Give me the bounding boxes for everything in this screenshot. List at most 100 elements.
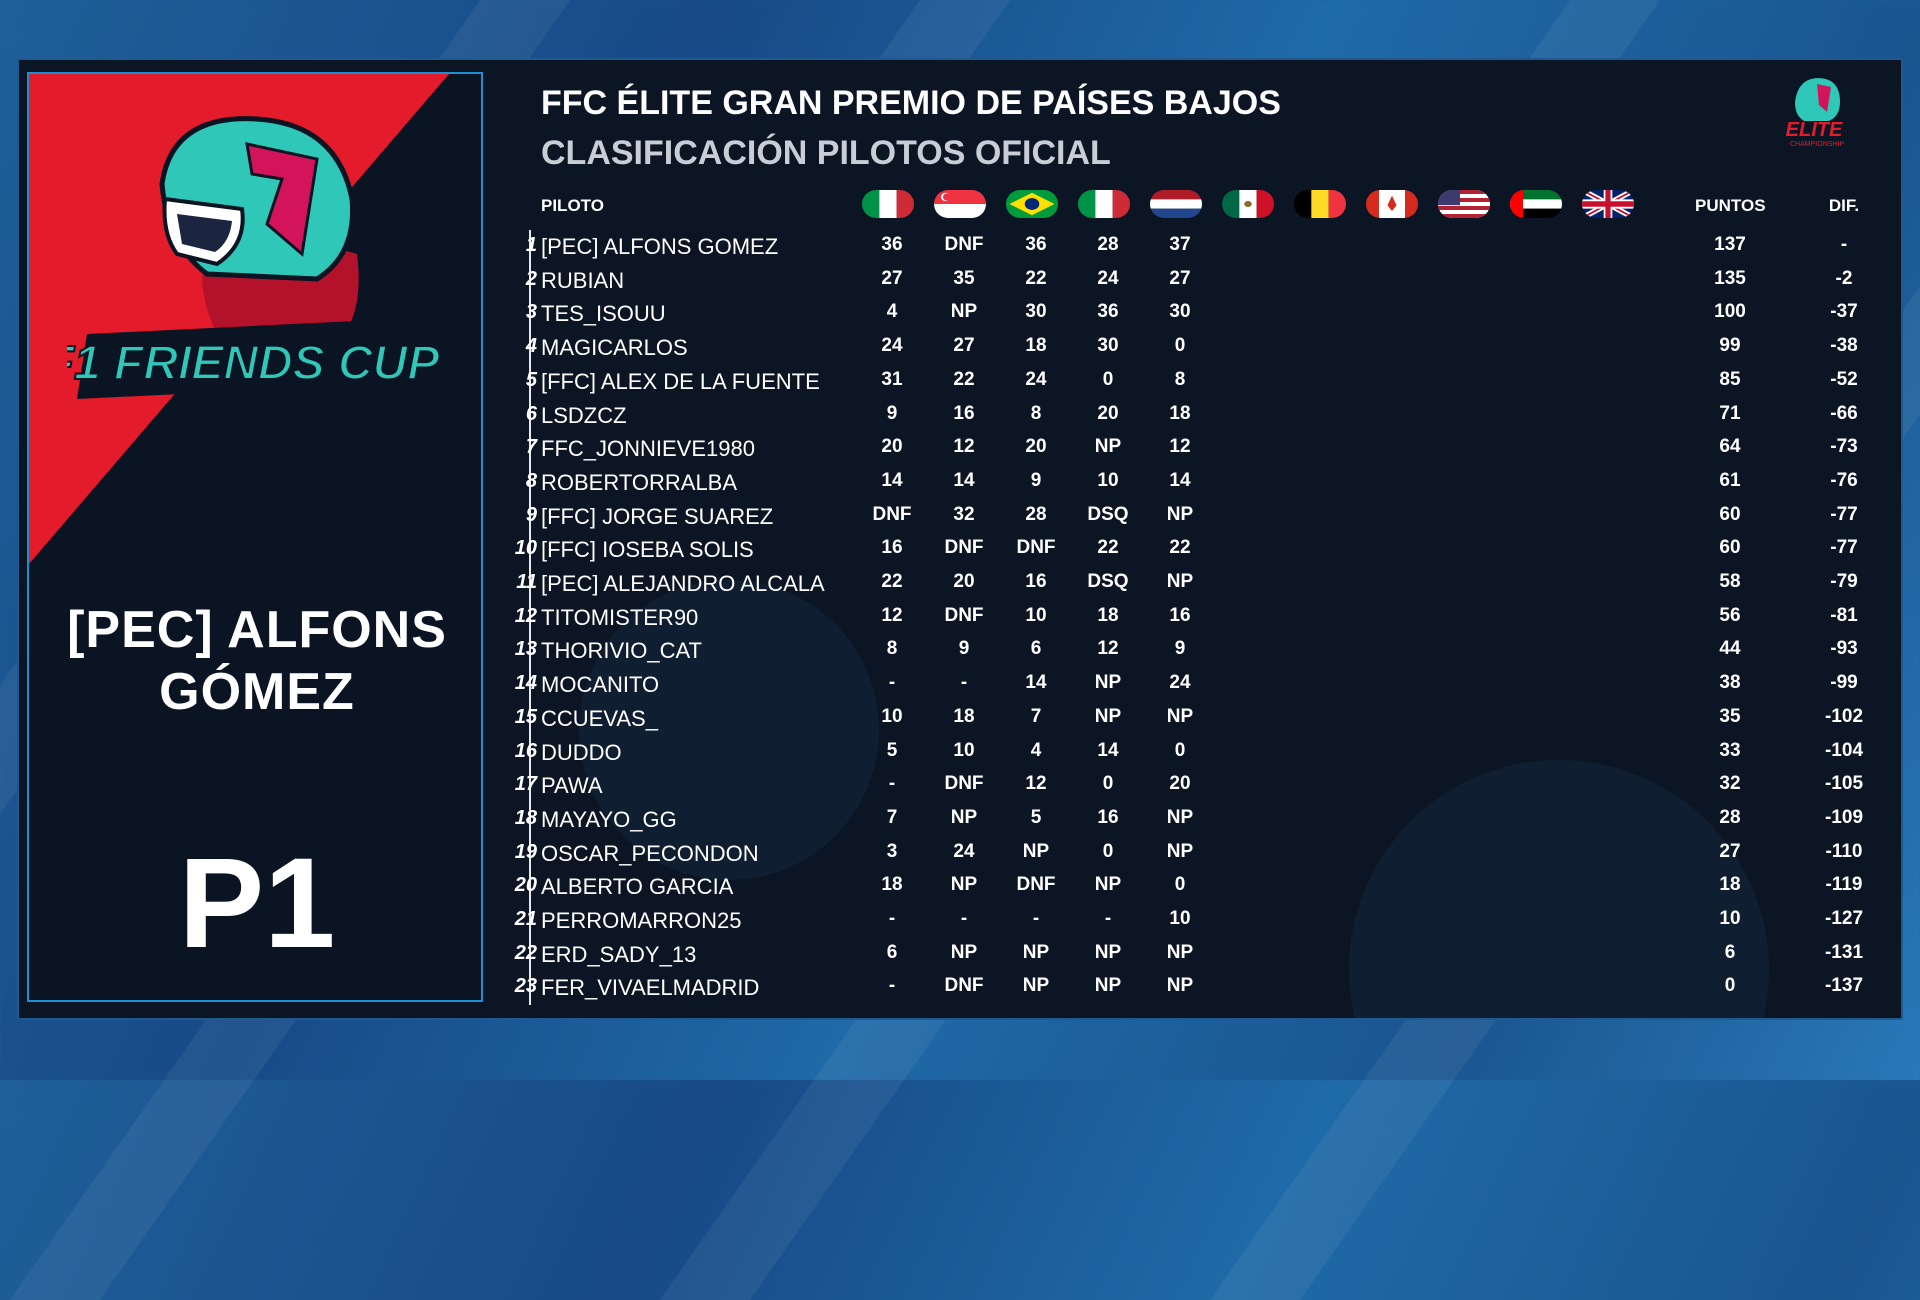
column-header-driver: PILOTO <box>541 196 604 215</box>
race-result: 9 <box>886 402 898 424</box>
race-result: NP <box>1094 975 1122 997</box>
position-number: 21 <box>514 908 537 930</box>
race-result: DNF <box>872 503 912 525</box>
diff-value: -73 <box>1830 436 1858 458</box>
race-result: NP <box>1166 941 1194 963</box>
diff-value: -93 <box>1830 638 1858 660</box>
table-row: 19 OSCAR_PECONDON 3 24 NP 0 NP 27 -110 <box>19 837 1901 871</box>
diff-value: -79 <box>1830 571 1858 592</box>
usa-flag <box>1438 190 1490 218</box>
points-value: 27 <box>1719 840 1741 862</box>
table-row: 20 ALBERTO GARCIA 18 NP DNF NP 0 18 -119 <box>19 870 1901 904</box>
driver-name: MAYAYO_GG <box>541 806 677 832</box>
diff-value: -99 <box>1830 672 1858 694</box>
race-result: 36 <box>1097 301 1119 323</box>
driver-name: THORIVIO_CAT <box>541 638 702 664</box>
race-result: 24 <box>1025 368 1047 390</box>
race-result: NP <box>1166 806 1194 828</box>
race-result: - <box>960 908 968 929</box>
race-result: 8 <box>1174 368 1186 390</box>
diff-value: - <box>1840 234 1848 255</box>
race-result: 10 <box>1169 908 1191 929</box>
featured-driver-name: [PEC] ALFONS GÓMEZ <box>67 601 447 721</box>
race-result: 14 <box>1097 739 1119 761</box>
points-value: 85 <box>1719 368 1741 390</box>
driver-name: [FFC] JORGE SUAREZ <box>541 503 774 529</box>
race-result: 27 <box>953 335 975 357</box>
race-result: 12 <box>953 436 975 458</box>
position-number: 12 <box>514 604 537 627</box>
position-number: 4 <box>525 335 537 358</box>
position-number: 10 <box>514 537 537 560</box>
race-result: - <box>1104 908 1112 929</box>
race-result: 18 <box>1025 335 1047 357</box>
driver-name: MOCANITO <box>541 672 660 698</box>
driver-name: ALBERTO GARCIA <box>541 874 734 900</box>
race-result: 18 <box>1097 604 1119 626</box>
race-result: NP <box>950 301 978 323</box>
race-result: NP <box>1094 436 1122 458</box>
race-result: 9 <box>958 638 970 660</box>
race-result: 35 <box>953 267 975 289</box>
race-result: DNF <box>944 975 984 997</box>
diff-value: -127 <box>1824 908 1864 929</box>
italy-flag <box>862 190 914 218</box>
race-result: 20 <box>881 436 903 458</box>
elite-championship-logo: ELITE CHAMPIONSHIP <box>1759 72 1869 152</box>
points-value: 100 <box>1714 301 1746 323</box>
diff-value: -131 <box>1824 941 1864 963</box>
driver-name: PAWA <box>541 773 603 799</box>
f1-friends-cup-logo: F1 FRIENDS CUP <box>44 104 457 424</box>
race-result: - <box>888 908 896 929</box>
race-result: - <box>888 672 896 694</box>
diff-value: -102 <box>1824 705 1864 727</box>
race-result: 27 <box>881 267 903 289</box>
position-number: 6 <box>525 402 537 425</box>
table-row: 1 [PEC] ALFONS GOMEZ 36 DNF 36 28 37 137 - <box>19 230 1901 264</box>
diff-value: -77 <box>1830 537 1858 559</box>
race-result: 4 <box>1030 739 1042 761</box>
position-number: 2 <box>525 267 537 290</box>
table-row: 2 RUBIAN 27 35 22 24 27 135 -2 <box>19 264 1901 298</box>
driver-name: RUBIAN <box>541 267 625 293</box>
race-result: 24 <box>1169 672 1191 694</box>
race-result: 10 <box>1025 604 1047 626</box>
race-result: 10 <box>1097 469 1119 491</box>
driver-name: LSDZCZ <box>541 402 627 428</box>
race-result: DNF <box>944 537 984 559</box>
race-result: 0 <box>1102 840 1114 862</box>
race-result: DNF <box>944 234 984 255</box>
table-row: 9 [FFC] JORGE SUAREZ DNF 32 28 DSQ NP 60 -77 <box>19 500 1901 534</box>
points-value: 0 <box>1724 975 1736 997</box>
race-result: DNF <box>944 604 984 626</box>
race-result: 14 <box>1025 672 1047 694</box>
diff-value: -77 <box>1830 503 1858 525</box>
driver-name: FER_VIVAELMADRID <box>541 975 760 1001</box>
points-value: 44 <box>1719 638 1741 660</box>
table-row: 15 CCUEVAS_ 10 18 7 NP NP 35 -102 <box>19 702 1901 736</box>
position-number: 9 <box>525 503 537 526</box>
italy-flag <box>1078 190 1130 218</box>
points-value: 6 <box>1724 941 1736 963</box>
race-result: 0 <box>1174 874 1186 896</box>
position-number: 14 <box>514 672 537 695</box>
race-result: 9 <box>1174 638 1186 660</box>
race-result: 16 <box>953 402 975 424</box>
table-row: 3 TES_ISOUU 4 NP 30 36 30 100 -37 <box>19 297 1901 331</box>
race-result: 22 <box>953 368 975 390</box>
race-result: NP <box>950 941 978 963</box>
points-value: 38 <box>1719 672 1741 694</box>
table-row: 18 MAYAYO_GG 7 NP 5 16 NP 28 -109 <box>19 803 1901 837</box>
race-result: 16 <box>1169 604 1191 626</box>
table-row: 10 [FFC] IOSEBA SOLIS 16 DNF DNF 22 22 60 -77 <box>19 533 1901 567</box>
points-value: 60 <box>1719 537 1741 559</box>
race-result: DSQ <box>1087 571 1129 592</box>
brazil-flag <box>1006 190 1058 218</box>
position-number: 13 <box>514 638 537 661</box>
position-number: 17 <box>514 773 537 796</box>
race-result: 22 <box>1025 267 1047 289</box>
table-row: 11 [PEC] ALEJANDRO ALCALA 22 20 16 DSQ NP 58 -79 <box>19 567 1901 601</box>
race-result: 0 <box>1174 335 1186 357</box>
race-result: 32 <box>953 503 975 525</box>
position-number: 18 <box>514 806 537 829</box>
